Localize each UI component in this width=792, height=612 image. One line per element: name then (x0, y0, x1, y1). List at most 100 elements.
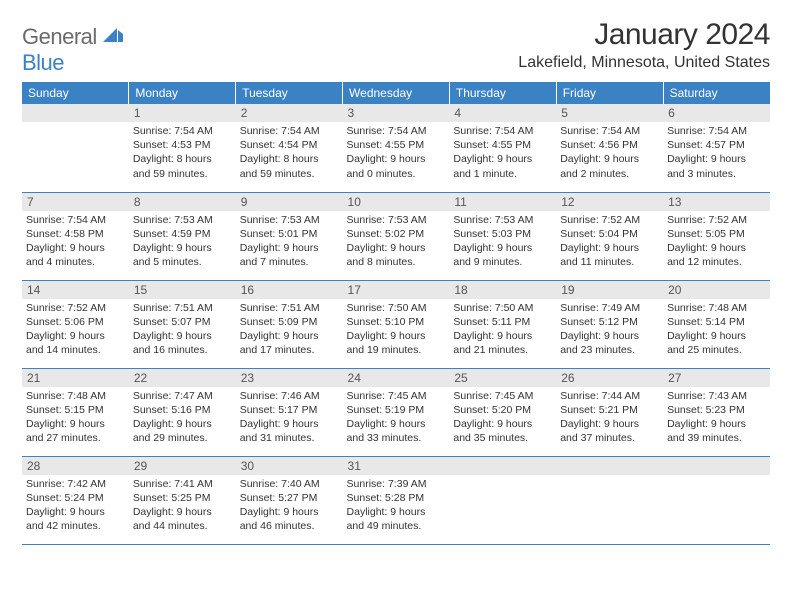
day-number: 25 (449, 369, 556, 387)
day-detail: Sunrise: 7:48 AMSunset: 5:14 PMDaylight:… (663, 299, 770, 358)
day-number: 2 (236, 104, 343, 122)
calendar-day-cell: 22Sunrise: 7:47 AMSunset: 5:16 PMDayligh… (129, 368, 236, 456)
day-detail: Sunrise: 7:54 AMSunset: 4:55 PMDaylight:… (343, 122, 450, 181)
day-number: 26 (556, 369, 663, 387)
calendar-day-cell: 14Sunrise: 7:52 AMSunset: 5:06 PMDayligh… (22, 280, 129, 368)
day-detail: Sunrise: 7:53 AMSunset: 5:01 PMDaylight:… (236, 211, 343, 270)
calendar-day-cell: 30Sunrise: 7:40 AMSunset: 5:27 PMDayligh… (236, 456, 343, 544)
day-number: 16 (236, 281, 343, 299)
logo-text-1: General (22, 24, 97, 49)
weekday-header: Thursday (449, 82, 556, 104)
calendar-day-cell: 17Sunrise: 7:50 AMSunset: 5:10 PMDayligh… (343, 280, 450, 368)
weekday-header: Monday (129, 82, 236, 104)
day-detail: Sunrise: 7:50 AMSunset: 5:11 PMDaylight:… (449, 299, 556, 358)
day-number: 19 (556, 281, 663, 299)
day-number: 3 (343, 104, 450, 122)
day-number: 27 (663, 369, 770, 387)
day-detail: Sunrise: 7:42 AMSunset: 5:24 PMDaylight:… (22, 475, 129, 534)
day-number: 24 (343, 369, 450, 387)
calendar-day-cell: 23Sunrise: 7:46 AMSunset: 5:17 PMDayligh… (236, 368, 343, 456)
day-number: 15 (129, 281, 236, 299)
calendar-day-cell: 8Sunrise: 7:53 AMSunset: 4:59 PMDaylight… (129, 192, 236, 280)
calendar-table: SundayMondayTuesdayWednesdayThursdayFrid… (22, 82, 770, 545)
weekday-header: Friday (556, 82, 663, 104)
day-number: 6 (663, 104, 770, 122)
calendar-day-cell: 24Sunrise: 7:45 AMSunset: 5:19 PMDayligh… (343, 368, 450, 456)
calendar-week-row: 28Sunrise: 7:42 AMSunset: 5:24 PMDayligh… (22, 456, 770, 544)
day-detail: Sunrise: 7:54 AMSunset: 4:58 PMDaylight:… (22, 211, 129, 270)
day-number: 11 (449, 193, 556, 211)
day-detail: Sunrise: 7:46 AMSunset: 5:17 PMDaylight:… (236, 387, 343, 446)
day-number: 22 (129, 369, 236, 387)
day-detail: Sunrise: 7:44 AMSunset: 5:21 PMDaylight:… (556, 387, 663, 446)
day-detail: Sunrise: 7:39 AMSunset: 5:28 PMDaylight:… (343, 475, 450, 534)
day-detail: Sunrise: 7:41 AMSunset: 5:25 PMDaylight:… (129, 475, 236, 534)
day-number: 21 (22, 369, 129, 387)
calendar-week-row: 7Sunrise: 7:54 AMSunset: 4:58 PMDaylight… (22, 192, 770, 280)
calendar-day-cell: 28Sunrise: 7:42 AMSunset: 5:24 PMDayligh… (22, 456, 129, 544)
calendar-week-row: 1Sunrise: 7:54 AMSunset: 4:53 PMDaylight… (22, 104, 770, 192)
day-number: 8 (129, 193, 236, 211)
day-number: 23 (236, 369, 343, 387)
calendar-day-cell: 9Sunrise: 7:53 AMSunset: 5:01 PMDaylight… (236, 192, 343, 280)
day-number: 12 (556, 193, 663, 211)
logo-sail-icon (103, 26, 123, 42)
day-detail: Sunrise: 7:53 AMSunset: 5:02 PMDaylight:… (343, 211, 450, 270)
calendar-day-cell: 27Sunrise: 7:43 AMSunset: 5:23 PMDayligh… (663, 368, 770, 456)
day-number: 7 (22, 193, 129, 211)
weekday-header: Sunday (22, 82, 129, 104)
day-number (663, 457, 770, 475)
day-detail: Sunrise: 7:49 AMSunset: 5:12 PMDaylight:… (556, 299, 663, 358)
weekday-header: Saturday (663, 82, 770, 104)
calendar-day-cell: 18Sunrise: 7:50 AMSunset: 5:11 PMDayligh… (449, 280, 556, 368)
calendar-body: 1Sunrise: 7:54 AMSunset: 4:53 PMDaylight… (22, 104, 770, 544)
calendar-day-cell (449, 456, 556, 544)
calendar-day-cell: 5Sunrise: 7:54 AMSunset: 4:56 PMDaylight… (556, 104, 663, 192)
day-number (22, 104, 129, 122)
day-number: 10 (343, 193, 450, 211)
calendar-day-cell (22, 104, 129, 192)
day-detail: Sunrise: 7:52 AMSunset: 5:04 PMDaylight:… (556, 211, 663, 270)
day-number: 31 (343, 457, 450, 475)
day-detail: Sunrise: 7:45 AMSunset: 5:20 PMDaylight:… (449, 387, 556, 446)
calendar-day-cell: 31Sunrise: 7:39 AMSunset: 5:28 PMDayligh… (343, 456, 450, 544)
calendar-day-cell: 20Sunrise: 7:48 AMSunset: 5:14 PMDayligh… (663, 280, 770, 368)
calendar-day-cell (663, 456, 770, 544)
day-number: 4 (449, 104, 556, 122)
calendar-day-cell: 16Sunrise: 7:51 AMSunset: 5:09 PMDayligh… (236, 280, 343, 368)
day-detail: Sunrise: 7:45 AMSunset: 5:19 PMDaylight:… (343, 387, 450, 446)
calendar-week-row: 14Sunrise: 7:52 AMSunset: 5:06 PMDayligh… (22, 280, 770, 368)
day-detail: Sunrise: 7:53 AMSunset: 4:59 PMDaylight:… (129, 211, 236, 270)
day-number: 28 (22, 457, 129, 475)
day-detail: Sunrise: 7:40 AMSunset: 5:27 PMDaylight:… (236, 475, 343, 534)
day-detail: Sunrise: 7:50 AMSunset: 5:10 PMDaylight:… (343, 299, 450, 358)
day-detail: Sunrise: 7:54 AMSunset: 4:53 PMDaylight:… (129, 122, 236, 181)
calendar-week-row: 21Sunrise: 7:48 AMSunset: 5:15 PMDayligh… (22, 368, 770, 456)
header: General Blue January 2024 Lakefield, Min… (22, 18, 770, 76)
day-detail: Sunrise: 7:52 AMSunset: 5:06 PMDaylight:… (22, 299, 129, 358)
day-detail: Sunrise: 7:54 AMSunset: 4:54 PMDaylight:… (236, 122, 343, 181)
calendar-day-cell: 25Sunrise: 7:45 AMSunset: 5:20 PMDayligh… (449, 368, 556, 456)
day-number: 30 (236, 457, 343, 475)
day-number: 18 (449, 281, 556, 299)
weekday-header: Tuesday (236, 82, 343, 104)
calendar-day-cell: 3Sunrise: 7:54 AMSunset: 4:55 PMDaylight… (343, 104, 450, 192)
day-detail: Sunrise: 7:54 AMSunset: 4:55 PMDaylight:… (449, 122, 556, 181)
day-detail: Sunrise: 7:48 AMSunset: 5:15 PMDaylight:… (22, 387, 129, 446)
calendar-day-cell: 21Sunrise: 7:48 AMSunset: 5:15 PMDayligh… (22, 368, 129, 456)
day-detail: Sunrise: 7:54 AMSunset: 4:56 PMDaylight:… (556, 122, 663, 181)
calendar-day-cell: 19Sunrise: 7:49 AMSunset: 5:12 PMDayligh… (556, 280, 663, 368)
day-number: 29 (129, 457, 236, 475)
day-number: 5 (556, 104, 663, 122)
calendar-page: General Blue January 2024 Lakefield, Min… (0, 0, 792, 545)
calendar-day-cell: 29Sunrise: 7:41 AMSunset: 5:25 PMDayligh… (129, 456, 236, 544)
day-number: 17 (343, 281, 450, 299)
calendar-day-cell: 7Sunrise: 7:54 AMSunset: 4:58 PMDaylight… (22, 192, 129, 280)
day-detail: Sunrise: 7:47 AMSunset: 5:16 PMDaylight:… (129, 387, 236, 446)
day-number: 13 (663, 193, 770, 211)
calendar-day-cell: 13Sunrise: 7:52 AMSunset: 5:05 PMDayligh… (663, 192, 770, 280)
day-detail: Sunrise: 7:43 AMSunset: 5:23 PMDaylight:… (663, 387, 770, 446)
day-detail: Sunrise: 7:51 AMSunset: 5:07 PMDaylight:… (129, 299, 236, 358)
month-title: January 2024 (518, 18, 770, 52)
calendar-day-cell: 11Sunrise: 7:53 AMSunset: 5:03 PMDayligh… (449, 192, 556, 280)
